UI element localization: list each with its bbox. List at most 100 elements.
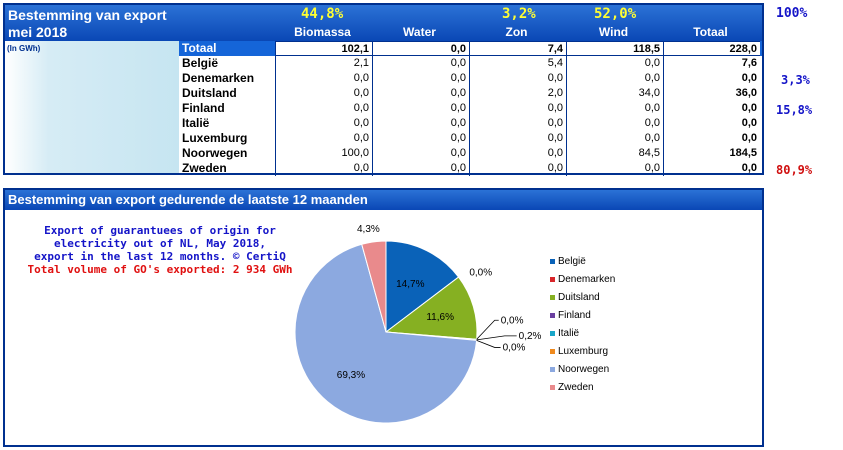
value-cell: 36,0 bbox=[663, 86, 760, 101]
country-row: Zweden 0,0 0,0 0,0 0,0 0,0 bbox=[179, 161, 762, 176]
value-cell: 228,0 bbox=[663, 41, 760, 56]
value-cell: 5,4 bbox=[469, 56, 566, 71]
total-row-label: Totaal bbox=[182, 41, 217, 55]
legend-label: België bbox=[558, 256, 586, 267]
value-cell: 84,5 bbox=[566, 146, 663, 161]
pie-data-label: 4,3% bbox=[357, 224, 380, 235]
value-cell: 0,0 bbox=[566, 131, 663, 146]
value-cell: 0,0 bbox=[275, 161, 372, 176]
twelve-month-title: Bestemming van export gedurende de laats… bbox=[5, 190, 762, 210]
column-header-wind: Wind bbox=[598, 25, 629, 39]
value-cell: 0,0 bbox=[469, 146, 566, 161]
total-share-percentage: 100% bbox=[776, 6, 808, 21]
pie-slice-belgië bbox=[385, 240, 460, 334]
country-row: Italië 0,0 0,0 0,0 0,0 0,0 bbox=[179, 116, 762, 131]
value-cell: 0,0 bbox=[275, 71, 372, 86]
biomassa-percentage: 44,8% bbox=[301, 6, 344, 22]
value-cell: 0,0 bbox=[663, 161, 760, 176]
value-cell: 0,0 bbox=[372, 161, 469, 176]
pie-data-label: 0,0% bbox=[469, 267, 492, 278]
value-cell: 0,0 bbox=[469, 101, 566, 116]
value-cell: 0,0 bbox=[469, 116, 566, 131]
country-row: Luxemburg 0,0 0,0 0,0 0,0 0,0 bbox=[179, 131, 762, 146]
pie-data-label: 11,6% bbox=[426, 312, 454, 323]
pie-data-label: 0,0% bbox=[503, 342, 526, 353]
total-volume-note: Total volume of GO's exported: 2 934 GWh bbox=[27, 263, 293, 276]
value-cell: 0,0 bbox=[372, 146, 469, 161]
legend-swatch bbox=[550, 366, 555, 372]
zon-percentage: 3,2% bbox=[502, 6, 536, 22]
note-line: export in the last 12 months. © CertiQ bbox=[34, 250, 286, 263]
country-share-percentage: 80,9% bbox=[776, 163, 813, 177]
value-cell: 0,0 bbox=[663, 116, 760, 131]
pie-leader-line bbox=[476, 340, 501, 348]
value-cell: 0,0 bbox=[275, 131, 372, 146]
pie-slice-noorwegen bbox=[294, 243, 478, 424]
value-cell: 2,1 bbox=[275, 56, 372, 71]
country-label: Italië bbox=[182, 116, 210, 130]
note-line: Export of guarantuees of origin for bbox=[44, 224, 276, 237]
value-cell: 102,1 bbox=[275, 41, 372, 56]
legend-label: Finland bbox=[558, 310, 591, 321]
country-label: Noorwegen bbox=[182, 146, 248, 160]
data-grid: Totaal 102,1 0,0 7,4 118,5 228,0 België 2,1 0,0 5… bbox=[179, 41, 762, 176]
total-row: Totaal 102,1 0,0 7,4 118,5 228,0 bbox=[179, 41, 762, 56]
country-label: Finland bbox=[182, 101, 225, 115]
left-label-panel: (In GWh) bbox=[5, 41, 179, 173]
column-header-biomassa: Biomassa bbox=[294, 25, 351, 39]
country-label: Luxemburg bbox=[182, 131, 248, 145]
pie-data-label: 0,2% bbox=[519, 331, 542, 342]
column-header-totaal: Totaal bbox=[693, 25, 728, 39]
legend-swatch bbox=[550, 330, 555, 336]
wind-percentage: 52,0% bbox=[594, 6, 637, 22]
value-cell: 0,0 bbox=[469, 161, 566, 176]
legend-label: Duitsland bbox=[558, 292, 600, 303]
legend-label: Italië bbox=[558, 328, 580, 339]
legend-label: Zweden bbox=[558, 382, 594, 393]
export-table-panel: Bestemming van export mei 2018 44,8% 3,2… bbox=[3, 3, 764, 176]
value-cell: 0,0 bbox=[372, 41, 469, 56]
value-cell: 100,0 bbox=[275, 146, 372, 161]
twelve-month-panel: Bestemming van export gedurende de laats… bbox=[3, 188, 764, 447]
value-cell: 0,0 bbox=[372, 56, 469, 71]
legend-label: Denemarken bbox=[558, 274, 616, 285]
value-cell: 0,0 bbox=[372, 101, 469, 116]
legend-swatch bbox=[550, 294, 555, 300]
table-header: Bestemming van export mei 2018 44,8% 3,2… bbox=[5, 5, 762, 41]
legend-item: Zweden bbox=[550, 381, 594, 395]
legend-item: Denemarken bbox=[550, 273, 615, 287]
country-row: Duitsland 0,0 0,0 2,0 34,0 36,0 bbox=[179, 86, 762, 101]
legend-label: Luxemburg bbox=[558, 346, 609, 357]
value-cell: 0,0 bbox=[566, 161, 663, 176]
legend-label: Noorwegen bbox=[558, 364, 610, 375]
country-row: Noorwegen 100,0 0,0 0,0 84,5 184,5 bbox=[179, 146, 762, 161]
legend-swatch bbox=[550, 276, 555, 282]
column-header-zon: Zon bbox=[505, 25, 528, 39]
value-cell: 118,5 bbox=[566, 41, 663, 56]
value-cell: 0,0 bbox=[372, 131, 469, 146]
legend-swatch bbox=[550, 258, 555, 264]
legend-item: België bbox=[550, 255, 586, 269]
unit-label: (In GWh) bbox=[7, 44, 41, 53]
value-cell: 184,5 bbox=[663, 146, 760, 161]
country-row: Finland 0,0 0,0 0,0 0,0 0,0 bbox=[179, 101, 762, 116]
legend-item: Finland bbox=[550, 309, 591, 323]
pie-data-label: 0,0% bbox=[501, 315, 524, 326]
value-cell: 0,0 bbox=[663, 101, 760, 116]
value-cell: 7,6 bbox=[663, 56, 760, 71]
value-cell: 0,0 bbox=[566, 71, 663, 86]
country-share-percentage: 3,3% bbox=[781, 73, 810, 87]
value-cell: 0,0 bbox=[469, 71, 566, 86]
pie-data-label: 14,7% bbox=[396, 279, 424, 290]
pie-slice-duitsland bbox=[384, 276, 478, 340]
value-cell: 34,0 bbox=[566, 86, 663, 101]
value-cell: 0,0 bbox=[663, 131, 760, 146]
value-cell: 0,0 bbox=[372, 71, 469, 86]
table-subtitle-month: mei 2018 bbox=[8, 24, 68, 40]
value-cell: 7,4 bbox=[469, 41, 566, 56]
chart-note: Export of guarantuees of origin for elec… bbox=[15, 224, 305, 263]
value-cell: 0,0 bbox=[566, 101, 663, 116]
value-cell: 0,0 bbox=[372, 86, 469, 101]
country-label: Denemarken bbox=[182, 71, 255, 85]
pie-data-label: 69,3% bbox=[337, 370, 365, 381]
